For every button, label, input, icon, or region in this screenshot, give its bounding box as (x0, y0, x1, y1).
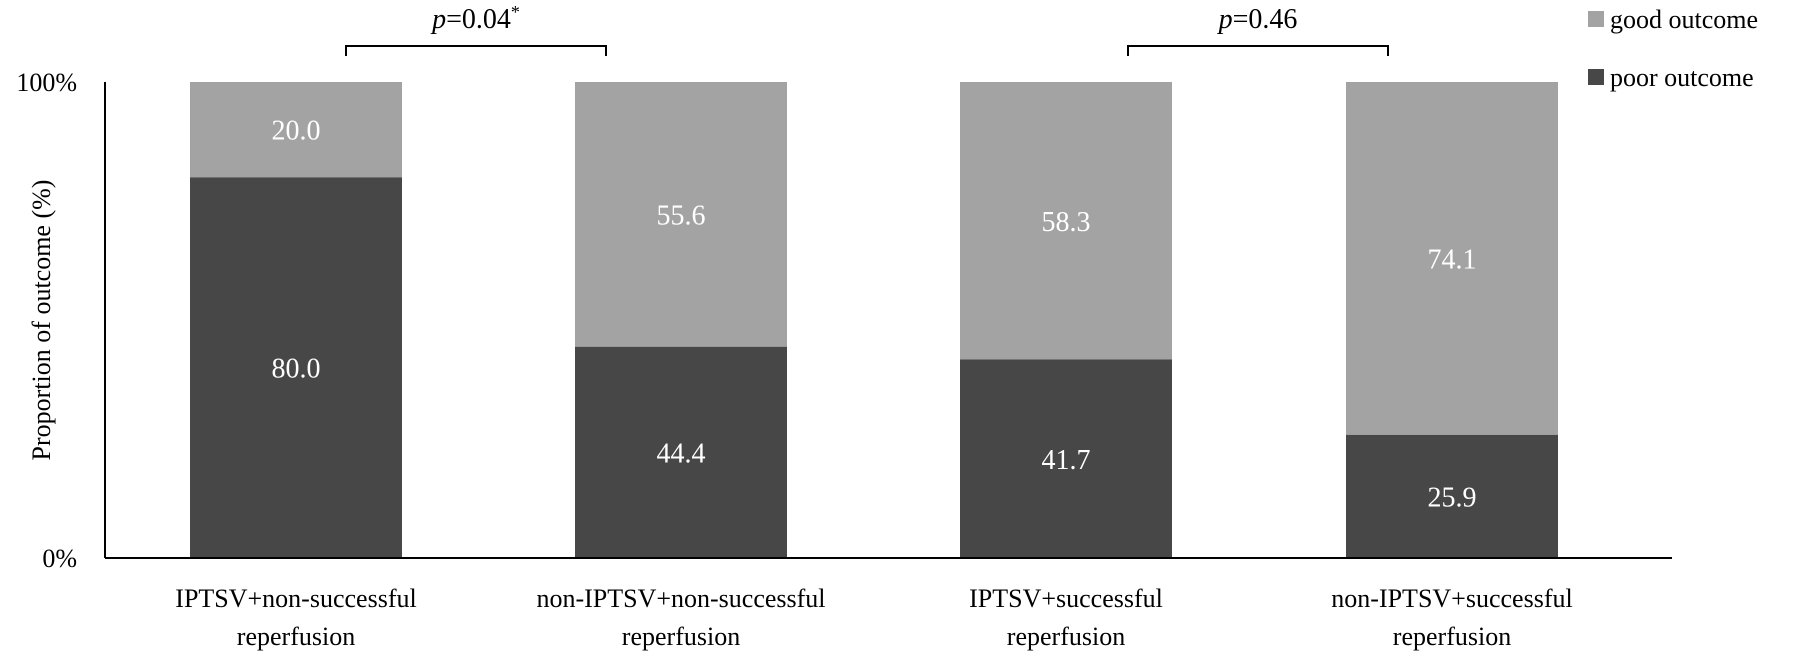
bar-value-label-poor-2: 44.4 (657, 438, 706, 469)
x-tick-labels: IPTSV+non-successful reperfusion non-IPTSV… (175, 584, 1572, 651)
bar-value-label-good-2: 55.6 (657, 200, 706, 231)
legend-label-good: good outcome (1610, 5, 1758, 34)
significance-annotations: p=0.04* p=0.46 (345, 2, 1389, 56)
y-tick-label-0: 0% (42, 544, 77, 573)
bar-value-label-poor-3: 41.7 (1042, 445, 1091, 476)
bar-segment-good-4 (1346, 82, 1558, 435)
bar-value-label-good-4: 74.1 (1428, 244, 1477, 275)
y-tick-label-100: 100% (16, 68, 77, 97)
y-axis-title: Proportion of outcome (%) (27, 180, 56, 461)
legend-swatch-good (1588, 11, 1604, 27)
bar-segment-good-1 (190, 82, 402, 178)
bar-segment-good-3 (960, 82, 1172, 360)
bar-value-label-poor-4: 25.9 (1428, 482, 1477, 513)
x-tick-label-2: non-IPTSV+non-successful reperfusion (536, 584, 825, 651)
legend: good outcome poor outcome (1588, 5, 1758, 92)
p-value-label-2: p=0.46 (1217, 4, 1298, 35)
x-tick-label-4: non-IPTSV+successful reperfusion (1331, 584, 1572, 651)
bars-layer (190, 82, 1558, 558)
legend-swatch-poor (1588, 69, 1604, 85)
p-value-label-1: p=0.04* (430, 2, 520, 35)
significance-bracket-1 (345, 45, 607, 56)
legend-label-poor: poor outcome (1610, 63, 1754, 92)
x-tick-label-1: IPTSV+non-successful reperfusion (175, 584, 416, 651)
bar-segment-poor-3 (960, 359, 1172, 558)
bar-segment-poor-2 (575, 346, 787, 558)
bar-segment-poor-4 (1346, 434, 1558, 558)
bar-value-label-good-3: 58.3 (1042, 207, 1091, 238)
bar-value-label-good-1: 20.0 (272, 116, 321, 147)
significance-bracket-2 (1127, 45, 1389, 56)
bar-labels-layer: 80.0 20.0 44.4 55.6 41.7 58.3 25.9 74.1 (272, 116, 1477, 514)
bar-segment-good-2 (575, 82, 787, 347)
bar-segment-poor-1 (190, 177, 402, 558)
bar-value-label-poor-1: 80.0 (272, 354, 321, 385)
x-tick-label-3: IPTSV+successful reperfusion (969, 584, 1163, 651)
